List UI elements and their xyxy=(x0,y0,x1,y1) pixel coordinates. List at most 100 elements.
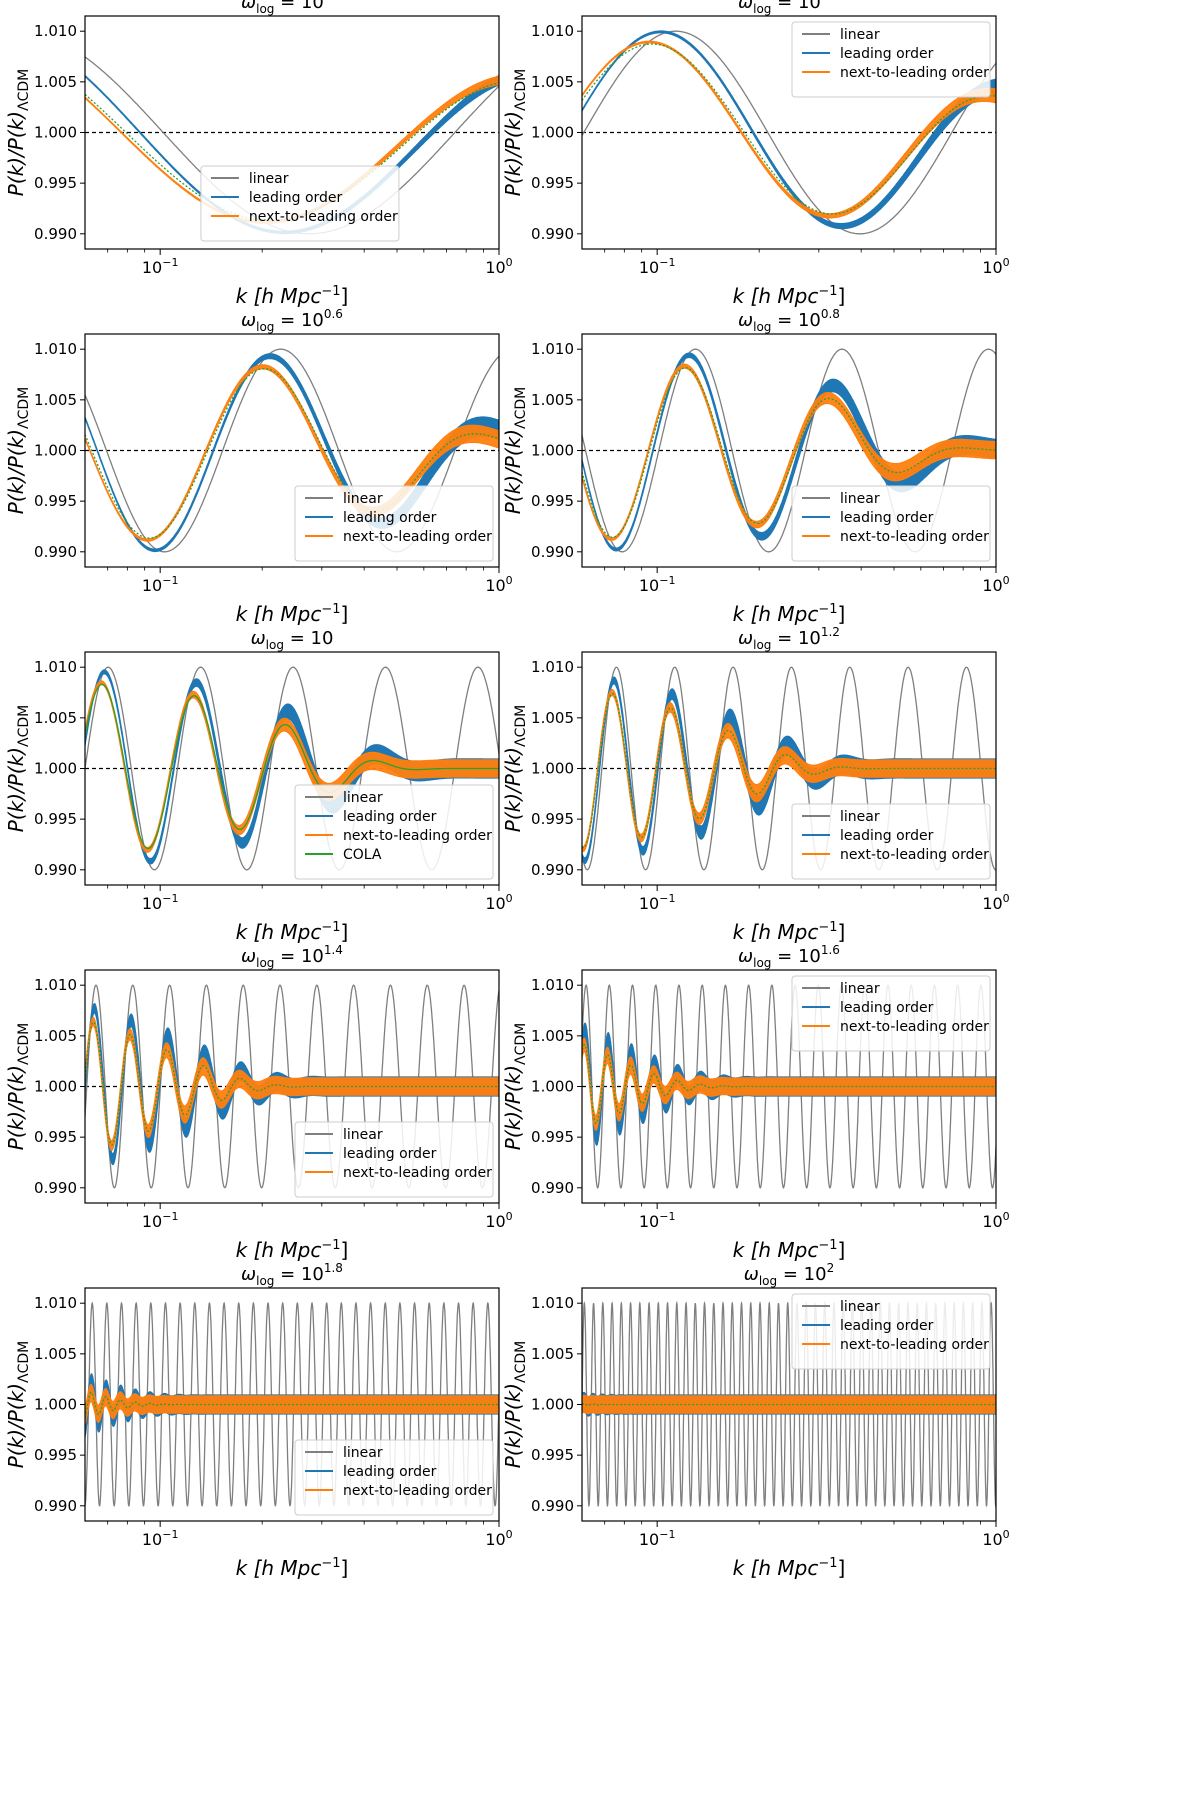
x-tick-label: 10−1 xyxy=(639,574,676,595)
y-label-sub: ΛCDM xyxy=(513,705,529,747)
y-tick-label: 1.005 xyxy=(531,709,574,727)
legend-label: next-to-leading order xyxy=(840,1337,989,1353)
x-tick-exp: −1 xyxy=(162,1528,178,1541)
x-tick-exp: −1 xyxy=(659,1528,675,1541)
series-cola xyxy=(85,1021,499,1146)
y-tick-label: 1.005 xyxy=(531,1345,574,1363)
x-tick-label: 100 xyxy=(982,892,1009,913)
y-tick-label: 0.990 xyxy=(531,543,574,561)
legend-label: leading order xyxy=(343,510,437,526)
legend-label: leading order xyxy=(840,510,934,526)
title-eq: = 10 xyxy=(274,946,323,967)
y-axis-label: P(k)/P(k)ΛCDM xyxy=(4,387,32,514)
y-tick-label: 1.000 xyxy=(34,442,77,460)
x-tick-label: 100 xyxy=(485,256,512,277)
title-omega: ω xyxy=(738,0,753,13)
y-axis-label: P(k)/P(k)ΛCDM xyxy=(4,1341,32,1468)
x-axis-label: k [h Mpc−1] xyxy=(236,920,349,944)
series-cola xyxy=(85,1391,499,1418)
x-tick-base: 10 xyxy=(639,576,659,595)
chart-title: ωlog = 100.2 xyxy=(241,0,343,16)
x-label-main: k [h Mpc xyxy=(733,1556,819,1580)
x-tick-exp: −1 xyxy=(162,892,178,905)
x-axis-label: k [h Mpc−1] xyxy=(236,602,349,626)
x-label-main: k [h Mpc xyxy=(236,602,322,626)
y-tick-label: 1.010 xyxy=(531,22,574,40)
chart-title: ωlog = 100.8 xyxy=(738,307,840,334)
x-tick-base: 10 xyxy=(485,258,505,277)
x-tick-base: 10 xyxy=(485,576,505,595)
y-tick-label: 0.990 xyxy=(531,1497,574,1515)
series-cola xyxy=(582,367,996,538)
title-exp: 2 xyxy=(827,1261,835,1275)
x-tick-label: 100 xyxy=(982,1210,1009,1231)
title-sub: log xyxy=(256,956,274,970)
series-cola xyxy=(85,367,499,539)
x-label-main: k [h Mpc xyxy=(236,1556,322,1580)
legend: linear leading order next-to-leading order xyxy=(791,485,991,562)
title-omega: ω xyxy=(241,1264,256,1285)
title-omega: ω xyxy=(738,628,753,649)
x-axis-label: k [h Mpc−1] xyxy=(733,920,846,944)
y-label-main: P(k)/P(k) xyxy=(501,1065,525,1150)
legend-label: linear xyxy=(840,1299,880,1315)
y-tick-label: 1.005 xyxy=(34,1345,77,1363)
y-tick-label: 1.005 xyxy=(34,1027,77,1045)
x-tick-base: 10 xyxy=(982,894,1002,913)
title-omega: ω xyxy=(241,946,256,967)
legend-label: linear xyxy=(343,790,383,806)
title-exp: 1.6 xyxy=(821,943,840,957)
title-eq: = 10 xyxy=(274,310,323,331)
x-label-sup: −1 xyxy=(818,284,837,299)
x-label-main: k [h Mpc xyxy=(236,284,322,308)
legend: linear leading order next-to-leading order xyxy=(791,975,991,1052)
x-label-sup: −1 xyxy=(321,920,340,935)
y-tick-label: 0.995 xyxy=(34,492,77,510)
series-cola xyxy=(582,692,996,849)
title-exp: 1.4 xyxy=(324,943,343,957)
legend-label: next-to-leading order xyxy=(343,1165,492,1181)
title-eq: = 10 xyxy=(777,1264,826,1285)
y-axis-label: P(k)/P(k)ΛCDM xyxy=(501,69,529,196)
legend-box xyxy=(791,1293,991,1370)
x-tick-base: 10 xyxy=(485,1530,505,1549)
y-label-main: P(k)/P(k) xyxy=(4,1383,28,1468)
y-tick-label: 0.995 xyxy=(34,1446,77,1464)
x-tick-label: 10−1 xyxy=(142,892,179,913)
x-axis-label: k [h Mpc−1] xyxy=(733,284,846,308)
y-tick-label: 1.005 xyxy=(34,391,77,409)
x-tick-base: 10 xyxy=(485,894,505,913)
x-label-close: ] xyxy=(341,1238,349,1262)
y-tick-label: 1.010 xyxy=(531,1294,574,1312)
x-tick-label: 100 xyxy=(982,256,1009,277)
x-tick-label: 100 xyxy=(485,892,512,913)
x-axis-label: k [h Mpc−1] xyxy=(236,1238,349,1262)
x-tick-base: 10 xyxy=(142,258,162,277)
y-label-main: P(k)/P(k) xyxy=(4,111,28,196)
series-cola xyxy=(582,1043,996,1124)
y-tick-label: 0.995 xyxy=(531,1128,574,1146)
y-tick-label: 1.010 xyxy=(531,976,574,994)
y-tick-label: 0.990 xyxy=(34,225,77,243)
x-tick-exp: −1 xyxy=(659,574,675,587)
legend: linear leading order next-to-leading order xyxy=(791,21,991,98)
x-axis-label: k [h Mpc−1] xyxy=(236,1556,349,1580)
legend: linear leading order next-to-leading order xyxy=(294,1439,494,1516)
chart-title: ωlog = 101.2 xyxy=(738,625,840,652)
x-tick-label: 10−1 xyxy=(639,1210,676,1231)
x-axis-label: k [h Mpc−1] xyxy=(733,1556,846,1580)
series-leading-order xyxy=(582,30,996,230)
x-tick-base: 10 xyxy=(982,258,1002,277)
y-tick-label: 0.990 xyxy=(34,543,77,561)
x-tick-base: 10 xyxy=(142,576,162,595)
plot-area xyxy=(582,30,996,235)
x-tick-base: 10 xyxy=(982,1212,1002,1231)
legend-label: leading order xyxy=(343,809,437,825)
legend: linear leading order next-to-leading order… xyxy=(294,784,494,880)
legend-box xyxy=(200,165,400,242)
x-label-sup: −1 xyxy=(818,920,837,935)
title-exp: 0.8 xyxy=(821,307,840,321)
legend-label: COLA xyxy=(343,847,382,863)
